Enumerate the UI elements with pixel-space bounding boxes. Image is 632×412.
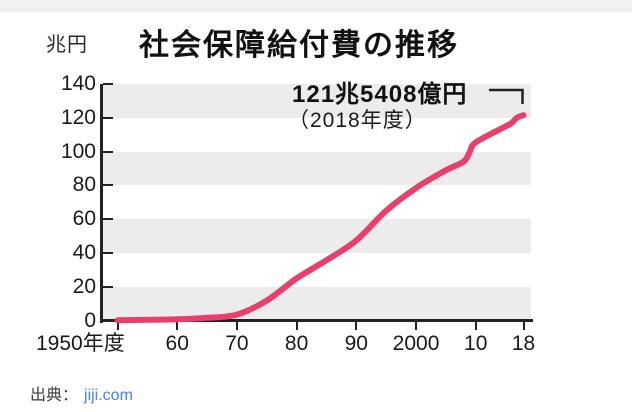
source-label: 出典：	[30, 387, 79, 404]
chart-title: 社会保障給付費の推移	[139, 29, 459, 62]
x-tick	[474, 320, 477, 330]
y-tick	[103, 218, 113, 221]
y-tick	[103, 184, 113, 187]
x-tick	[235, 320, 238, 330]
y-tick	[103, 116, 113, 119]
top-strip	[0, 0, 632, 12]
grid-band	[103, 286, 531, 321]
y-tick-label: 0	[84, 308, 96, 332]
x-tick-label: 60	[165, 332, 189, 355]
x-tick	[116, 320, 119, 330]
y-tick-label: 140	[60, 72, 96, 95]
y-tick-label: 40	[72, 240, 96, 264]
x-tick-label: 2000	[392, 332, 440, 355]
x-tick-label: 18	[511, 332, 536, 355]
source-row: 出典： jiji.com	[30, 381, 133, 405]
x-tick	[355, 320, 358, 330]
grid-band	[103, 84, 531, 118]
y-tick	[103, 251, 113, 254]
y-tick-label: 100	[60, 139, 96, 163]
annotation-value: 121兆5408億円	[292, 81, 468, 108]
x-tick-label: 70	[225, 332, 249, 355]
x-tick	[415, 320, 418, 330]
x-tick	[176, 320, 179, 330]
x-tick-label: 80	[284, 332, 309, 355]
y-tick-label: 80	[72, 173, 96, 197]
x-axis-line	[100, 319, 533, 322]
y-tick	[103, 285, 113, 288]
y-tick-label: 60	[72, 207, 96, 231]
y-axis-line	[100, 84, 103, 323]
x-tick	[295, 320, 298, 330]
y-axis-unit-label: 兆円	[46, 34, 88, 56]
annotation-year: （2018年度）	[288, 109, 427, 132]
x-tick-label: 90	[344, 332, 368, 355]
grid-band	[103, 151, 531, 186]
y-tick-label: 120	[60, 105, 96, 129]
x-tick	[522, 320, 525, 330]
x-tick-label: 1950年度	[36, 332, 125, 355]
y-tick-label: 20	[72, 274, 96, 298]
y-tick	[103, 150, 113, 153]
y-tick	[103, 83, 113, 85]
grid-band	[103, 219, 531, 253]
source-link[interactable]: jiji.com	[84, 387, 133, 404]
x-tick-label: 10	[464, 332, 488, 355]
